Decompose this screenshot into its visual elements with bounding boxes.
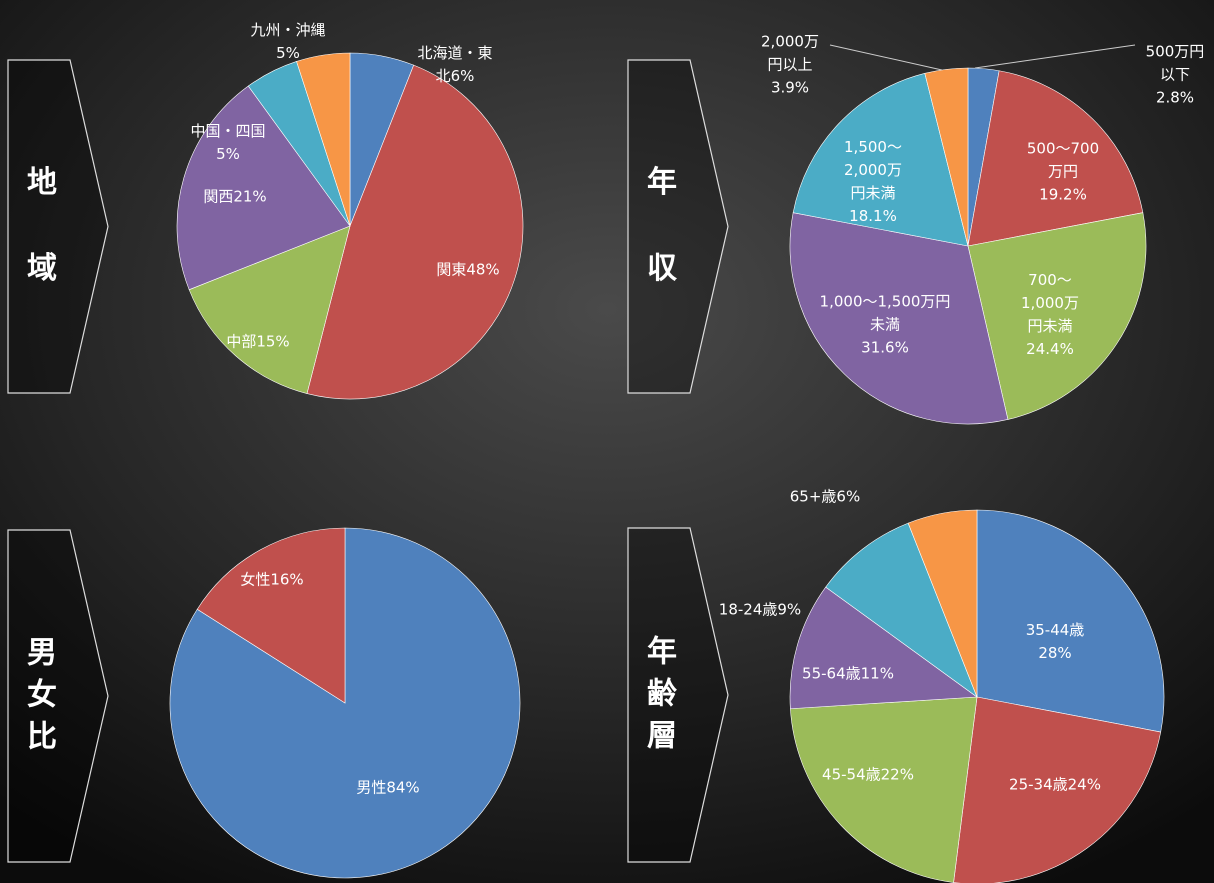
data-label: 中部15% bbox=[226, 333, 289, 351]
chart-title: 男女比 bbox=[27, 636, 57, 755]
data-label: 女性16% bbox=[240, 571, 303, 589]
data-label: 65+歳6% bbox=[790, 488, 860, 506]
data-label: 25-34歳24% bbox=[1009, 776, 1101, 794]
data-label: 関東48% bbox=[436, 261, 499, 279]
data-label: 関西21% bbox=[203, 188, 266, 206]
chart-title: 年齢層 bbox=[647, 635, 677, 754]
data-label: 55-64歳11% bbox=[802, 665, 894, 683]
data-label: 18-24歳9% bbox=[719, 601, 801, 619]
data-label: 男性84% bbox=[356, 779, 419, 797]
page: 地域北海道・東北6%関東48%中部15%関西21%中国・四国5%九州・沖縄5%年… bbox=[0, 0, 1214, 883]
data-label: 45-54歳22% bbox=[822, 766, 914, 784]
